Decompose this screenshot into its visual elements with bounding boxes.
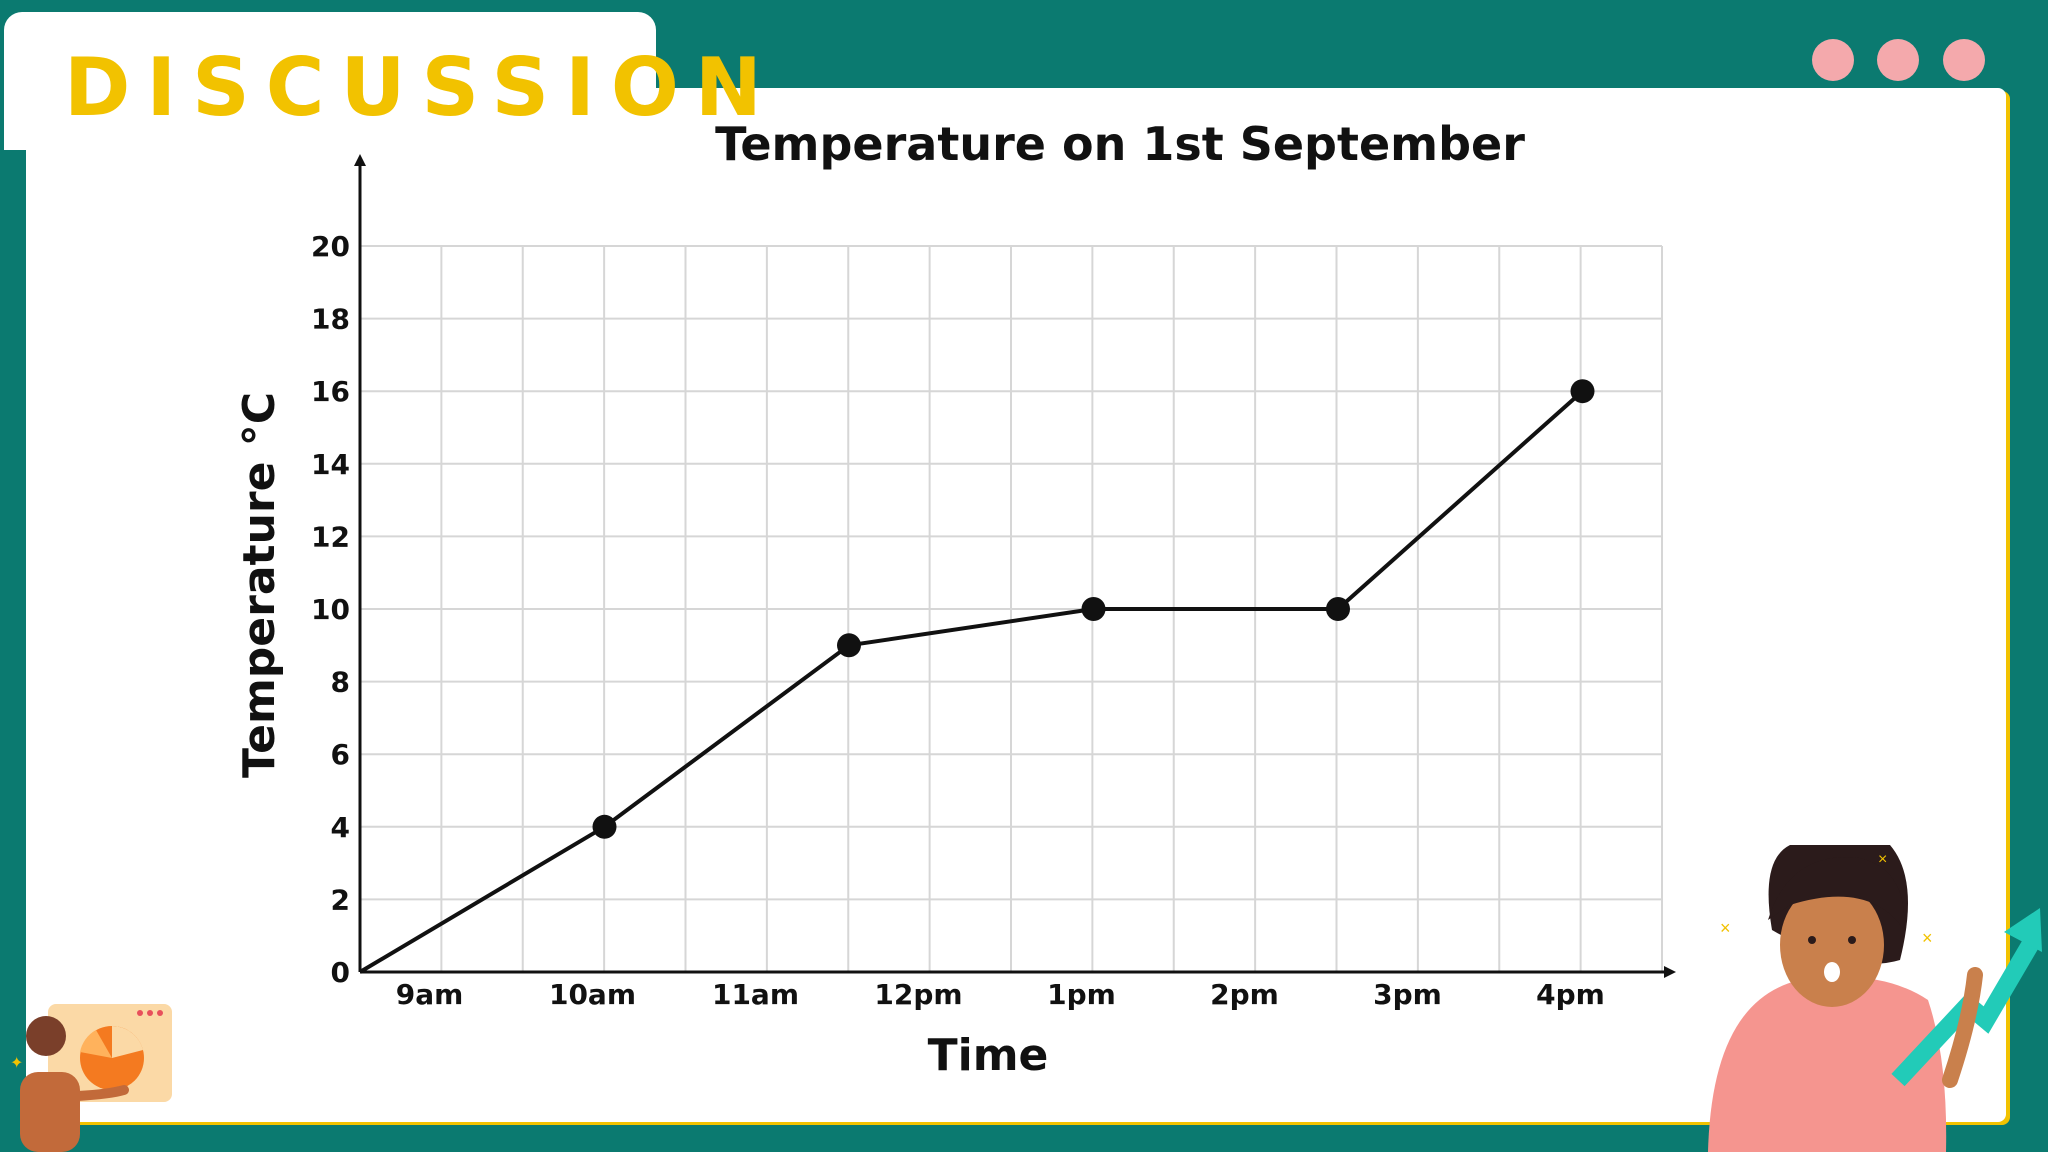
x-tick-label: 12pm [874,978,962,1011]
presenter-left-icon: ✦ [10,1004,172,1152]
girl-with-growth-arrow-icon: × × × [1708,845,2042,1152]
x-tick-label: 1pm [1047,978,1116,1011]
y-tick-label: 14 [311,448,350,481]
svg-text:×: × [1878,851,1887,868]
y-tick-label: 6 [331,738,350,771]
y-axis-arrow [354,154,366,166]
x-tick-labels: 9am 10am 11am 12pm 1pm 2pm 3pm 4pm [396,978,1605,1011]
chart-axes [354,154,1676,978]
x-tick-label: 10am [549,978,636,1011]
x-tick-label: 9am [396,978,464,1011]
y-tick-label: 4 [331,811,350,844]
slide-board [26,88,2006,1122]
y-tick-label: 10 [311,593,350,626]
pie-chart-icon [80,1026,144,1090]
data-point [592,814,617,839]
svg-text:×: × [1720,918,1731,938]
svg-text:×: × [1922,928,1933,948]
y-tick-label: 12 [311,520,350,553]
x-axis-arrow [1664,966,1676,978]
x-tick-label: 11am [712,978,799,1011]
y-tick-label: 8 [331,666,350,699]
y-tick-label: 16 [311,375,350,408]
chart-title: Temperature on 1st September [715,117,1525,171]
data-point [1570,379,1595,404]
window-dot-1[interactable] [1812,39,1854,81]
data-point [837,633,861,658]
header-tab: DISCUSSION [4,12,762,150]
series-line [358,389,1584,974]
window-dot-3[interactable] [1943,39,1985,81]
svg-text:✦: ✦ [10,1055,23,1072]
x-tick-label: 3pm [1373,978,1442,1011]
x-axis-label: Time [928,1030,1049,1081]
y-axis-label: Temperature °C [234,392,285,778]
data-point [1326,597,1350,621]
y-tick-labels: 0 2 4 6 8 10 12 14 16 18 20 [311,230,350,989]
x-tick-label: 4pm [1536,978,1605,1011]
chart-series [358,379,1595,974]
y-tick-label: 20 [311,230,350,263]
y-tick-label: 18 [311,303,350,336]
x-tick-label: 2pm [1210,978,1279,1011]
data-point [1081,597,1106,621]
y-tick-label: 2 [331,883,350,916]
window-dot-2[interactable] [1877,39,1919,81]
y-tick-label: 0 [331,956,350,989]
chart-grid [360,245,1663,972]
page-title: DISCUSSION [64,41,778,134]
